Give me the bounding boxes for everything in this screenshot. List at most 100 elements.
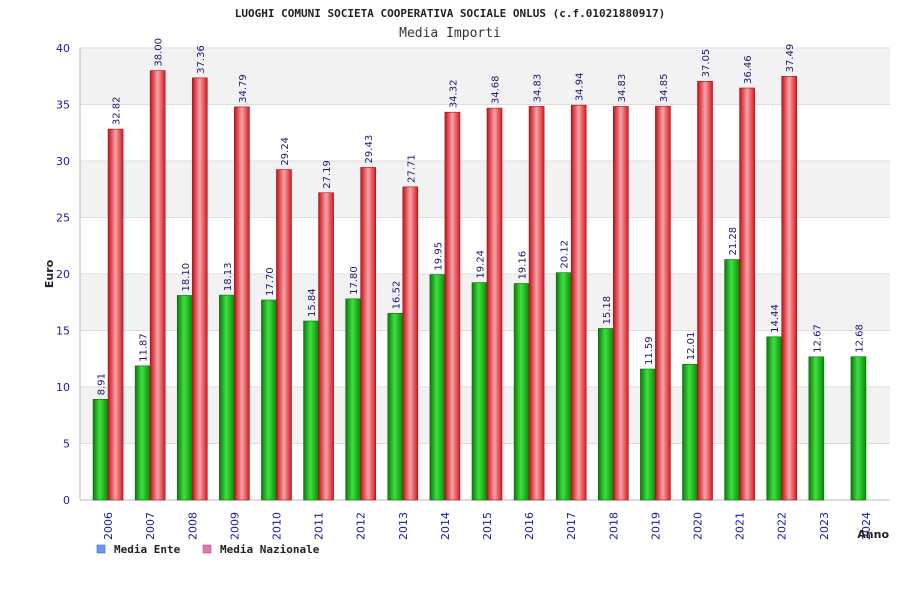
bar-media-nazionale-2020 <box>697 81 713 501</box>
x-tick-label: 2021 <box>734 512 747 540</box>
bar-media-nazionale-2021 <box>739 87 755 501</box>
bar-media-ente-2015 <box>471 282 488 501</box>
x-tick-label: 2011 <box>313 512 326 540</box>
data-label-media-ente-2014: 19.95 <box>433 242 444 271</box>
y-axis-label: Euro <box>43 259 56 288</box>
x-tick-label: 2007 <box>144 512 157 540</box>
y-tick-label: 0 <box>63 494 70 507</box>
x-tick-label: 2010 <box>270 512 283 540</box>
grid-band <box>80 104 890 161</box>
data-label-media-nazionale-2019: 34.85 <box>659 74 670 103</box>
data-label-media-ente-2024: 12.68 <box>854 324 865 353</box>
bar-media-ente-2013 <box>387 313 404 501</box>
y-tick-label: 30 <box>56 155 70 168</box>
data-label-media-ente-2022: 14.44 <box>770 304 781 333</box>
bar-media-ente-2014 <box>429 274 446 501</box>
data-label-media-nazionale-2020: 37.05 <box>701 49 712 78</box>
chart-subtitle: Media Importi <box>399 26 501 41</box>
data-label-media-nazionale-2021: 36.46 <box>743 55 754 84</box>
bar-media-ente-2022 <box>766 336 783 501</box>
bar-media-ente-2012 <box>345 298 361 501</box>
bar-media-ente-2020 <box>682 363 698 501</box>
bar-media-nazionale-2015 <box>486 107 503 501</box>
data-label-media-ente-2021: 21.28 <box>728 227 739 256</box>
bar-media-ente-2021 <box>724 259 740 501</box>
x-tick-label: 2018 <box>607 512 620 540</box>
x-tick-label: 2006 <box>102 512 115 540</box>
chart-title: LUOGHI COMUNI SOCIETA COOPERATIVA SOCIAL… <box>235 7 665 20</box>
data-labels: 8.91 32.82 11.87 38.00 18.10 37.36 18.13 34.79 1… <box>97 38 866 395</box>
x-tick-label: 2020 <box>692 512 705 540</box>
bar-media-nazionale-2022 <box>781 76 798 501</box>
bar-media-ente-2009 <box>219 294 235 501</box>
data-label-media-nazionale-2013: 27.71 <box>406 154 417 183</box>
bar-media-ente-2008 <box>176 295 193 501</box>
data-label-media-nazionale-2022: 37.49 <box>785 44 796 73</box>
data-label-media-nazionale-2008: 37.36 <box>196 45 207 74</box>
bar-media-ente-2006 <box>92 399 109 501</box>
legend-swatch-media-ente <box>96 544 106 554</box>
bar-media-ente-2023 <box>808 356 825 501</box>
data-label-media-ente-2010: 17.70 <box>265 267 276 296</box>
data-label-media-ente-2007: 11.87 <box>139 333 150 362</box>
y-axis-ticks: 0 5 10 15 20 25 30 35 40 <box>56 42 70 507</box>
bar-media-nazionale-2019 <box>655 105 671 501</box>
bar-media-nazionale-2018 <box>613 106 629 501</box>
data-label-media-nazionale-2006: 32.82 <box>112 96 123 125</box>
legend-label-media-nazionale: Media Nazionale <box>220 543 320 556</box>
data-label-media-ente-2013: 16.52 <box>391 281 402 310</box>
data-label-media-ente-2018: 15.18 <box>602 296 613 325</box>
data-label-media-nazionale-2016: 34.83 <box>533 74 544 103</box>
y-tick-label: 5 <box>63 438 70 451</box>
bar-media-nazionale-2017 <box>570 104 587 501</box>
grid-band <box>80 161 890 218</box>
x-tick-label: 2016 <box>523 512 536 540</box>
y-tick-label: 10 <box>56 381 70 394</box>
bar-media-ente-2019 <box>640 368 656 501</box>
x-tick-label: 2008 <box>186 512 199 540</box>
bar-media-nazionale-2007 <box>149 70 166 501</box>
data-label-media-nazionale-2007: 38.00 <box>154 38 165 67</box>
bar-media-nazionale-2011 <box>318 192 334 501</box>
data-label-media-ente-2023: 12.67 <box>812 324 823 353</box>
bar-media-ente-2018 <box>598 328 614 501</box>
bar-media-ente-2010 <box>261 299 277 501</box>
x-axis-label: Anno <box>857 528 889 541</box>
bar-media-nazionale-2012 <box>360 167 376 501</box>
x-tick-label: 2012 <box>355 512 368 540</box>
data-label-media-ente-2020: 12.01 <box>686 332 697 361</box>
bar-media-nazionale-2010 <box>276 169 292 501</box>
x-tick-label: 2023 <box>818 512 831 540</box>
grid-band <box>80 48 890 105</box>
data-label-media-ente-2009: 18.13 <box>223 262 234 291</box>
data-label-media-ente-2019: 11.59 <box>644 336 655 365</box>
x-tick-label: 2022 <box>776 512 789 540</box>
data-label-media-ente-2011: 15.84 <box>307 288 318 317</box>
bar-media-ente-2024 <box>850 356 867 501</box>
bar-media-nazionale-2006 <box>107 128 124 501</box>
bar-media-ente-2007 <box>134 365 151 501</box>
bar-media-ente-2016 <box>513 283 530 501</box>
grid-band <box>80 217 890 274</box>
data-label-media-ente-2008: 18.10 <box>181 263 192 292</box>
data-label-media-nazionale-2014: 34.32 <box>448 80 459 109</box>
y-tick-label: 25 <box>56 212 70 225</box>
data-label-media-ente-2016: 19.16 <box>518 251 529 280</box>
legend: Media Ente Media Nazionale <box>96 543 320 556</box>
bar-media-ente-2017 <box>555 272 572 501</box>
data-label-media-nazionale-2011: 27.19 <box>322 160 333 189</box>
data-label-media-nazionale-2017: 34.94 <box>575 73 586 102</box>
data-label-media-nazionale-2015: 34.68 <box>491 75 502 104</box>
x-tick-label: 2014 <box>439 512 452 540</box>
data-label-media-ente-2006: 8.91 <box>97 373 108 395</box>
bar-media-nazionale-2009 <box>234 106 250 501</box>
bar-media-nazionale-2008 <box>191 77 208 501</box>
data-label-media-ente-2012: 17.80 <box>349 266 360 295</box>
data-label-media-nazionale-2018: 34.83 <box>617 74 628 103</box>
data-label-media-nazionale-2010: 29.24 <box>280 137 291 166</box>
y-tick-label: 15 <box>56 325 70 338</box>
data-label-media-ente-2017: 20.12 <box>560 240 571 269</box>
x-tick-label: 2015 <box>481 512 494 540</box>
legend-swatch-media-nazionale <box>202 544 212 554</box>
